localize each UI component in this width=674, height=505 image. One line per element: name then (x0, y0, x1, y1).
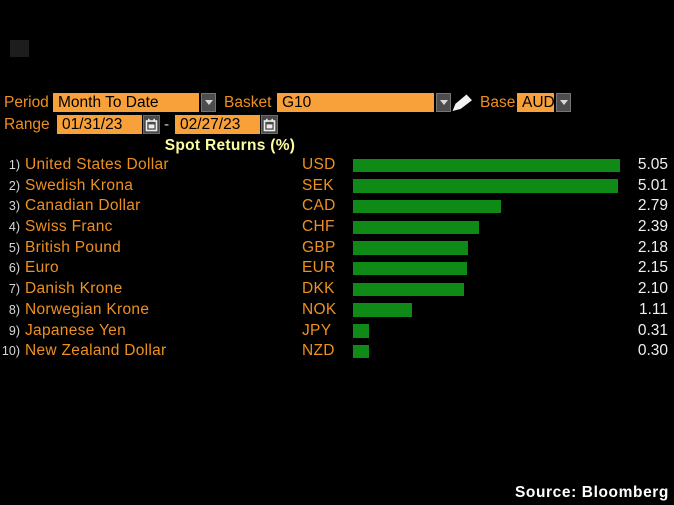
currency-name[interactable]: Euro (25, 259, 59, 277)
return-bar (353, 282, 465, 297)
currency-name[interactable]: Canadian Dollar (25, 197, 141, 215)
table-row: 9) Japanese Yen JPY 0.31 (0, 321, 674, 342)
return-bar (353, 158, 620, 172)
currency-code[interactable]: SEK (302, 176, 334, 194)
return-value: 1.11 (638, 300, 668, 318)
currency-code[interactable]: USD (302, 156, 336, 173)
row-index: 10) (1, 344, 20, 359)
chevron-down-icon (204, 100, 213, 105)
return-value: 5.05 (637, 156, 668, 173)
currency-code[interactable]: DKK (302, 280, 335, 298)
return-value: 2.39 (637, 218, 668, 236)
screen-artifact-square (10, 40, 29, 57)
return-bar (353, 220, 480, 235)
return-value: 0.30 (637, 342, 668, 360)
calendar-icon (145, 118, 158, 131)
currency-code[interactable]: JPY (302, 321, 332, 339)
table-row: 1) United States Dollar USD 5.05 (0, 155, 674, 176)
bar-track (353, 282, 620, 297)
currency-name[interactable]: Swedish Krona (25, 176, 134, 194)
return-value: 2.18 (637, 238, 668, 256)
table-row: 10) New Zealand Dollar NZD 0.30 (0, 341, 674, 362)
return-value: 2.79 (637, 197, 668, 215)
bar-track (353, 261, 620, 276)
return-value: 5.01 (637, 176, 668, 194)
row-index: 8) (8, 302, 20, 317)
currency-name[interactable]: New Zealand Dollar (25, 342, 167, 360)
bar-track (353, 158, 620, 172)
table-row: 8) Norwegian Krone NOK 1.11 (0, 300, 674, 321)
base-label: Base (480, 94, 516, 111)
range-start-input[interactable]: 01/31/23 (57, 115, 142, 134)
row-index: 3) (8, 199, 20, 214)
currency-name[interactable]: United States Dollar (25, 156, 169, 173)
chevron-down-icon (559, 100, 568, 105)
return-value: 2.15 (637, 259, 668, 277)
return-bar (353, 199, 501, 214)
base-select[interactable]: AUD (517, 93, 554, 112)
range-label: Range (4, 116, 50, 133)
bar-track (353, 179, 620, 193)
currency-code[interactable]: NOK (302, 300, 337, 318)
basket-dropdown-button[interactable] (436, 93, 451, 112)
period-dropdown-button[interactable] (201, 93, 216, 112)
table-row: 4) Swiss Franc CHF 2.39 (0, 217, 674, 238)
bar-track (353, 324, 620, 338)
bar-track (353, 303, 620, 317)
return-bar (353, 241, 469, 255)
period-select[interactable]: Month To Date (53, 93, 199, 112)
return-value: 0.31 (637, 321, 668, 339)
bar-track (353, 199, 620, 214)
base-dropdown-button[interactable] (556, 93, 571, 112)
currency-name[interactable]: Norwegian Krone (25, 300, 150, 318)
bar-track (353, 241, 620, 255)
row-index: 2) (8, 178, 20, 193)
table-row: 6) Euro EUR 2.15 (0, 258, 674, 279)
edit-basket-button[interactable] (451, 93, 474, 112)
currency-name[interactable]: Danish Krone (25, 280, 123, 298)
return-bar (353, 303, 412, 317)
table-row: 3) Canadian Dollar CAD 2.79 (0, 196, 674, 217)
return-bar (353, 179, 618, 193)
pencil-icon (452, 94, 472, 111)
row-index: 4) (8, 220, 20, 235)
currency-name[interactable]: British Pound (25, 238, 122, 256)
return-bar (353, 261, 467, 276)
returns-list: 1) United States Dollar USD 5.05 2) Swed… (0, 155, 674, 362)
source-credit: Source: Bloomberg (514, 484, 669, 501)
range-start-calendar-button[interactable] (143, 115, 160, 134)
bar-track (353, 220, 620, 235)
table-row: 7) Danish Krone DKK 2.10 (0, 279, 674, 300)
chevron-down-icon (439, 100, 448, 105)
currency-code[interactable]: CHF (302, 218, 335, 236)
row-index: 5) (8, 240, 20, 255)
table-row: 2) Swedish Krona SEK 5.01 (0, 176, 674, 197)
range-separator: - (164, 116, 170, 133)
row-index: 7) (8, 282, 20, 297)
chart-title: Spot Returns (%) (164, 137, 296, 154)
calendar-icon (263, 118, 276, 131)
return-bar (353, 324, 370, 338)
currency-code[interactable]: CAD (302, 197, 336, 215)
range-end-input[interactable]: 02/27/23 (175, 115, 260, 134)
basket-select[interactable]: G10 (277, 93, 434, 112)
table-row: 5) British Pound GBP 2.18 (0, 238, 674, 259)
basket-label: Basket (224, 94, 272, 111)
bar-track (353, 344, 620, 359)
currency-code[interactable]: EUR (302, 259, 336, 277)
row-index: 9) (8, 323, 20, 338)
row-index: 6) (8, 261, 20, 276)
period-label: Period (4, 94, 49, 111)
currency-name[interactable]: Japanese Yen (25, 321, 127, 339)
currency-code[interactable]: GBP (302, 238, 336, 256)
return-bar (353, 344, 369, 359)
row-index: 1) (8, 158, 20, 172)
currency-code[interactable]: NZD (302, 342, 335, 360)
currency-name[interactable]: Swiss Franc (25, 218, 113, 236)
return-value: 2.10 (637, 280, 668, 298)
range-end-calendar-button[interactable] (261, 115, 278, 134)
